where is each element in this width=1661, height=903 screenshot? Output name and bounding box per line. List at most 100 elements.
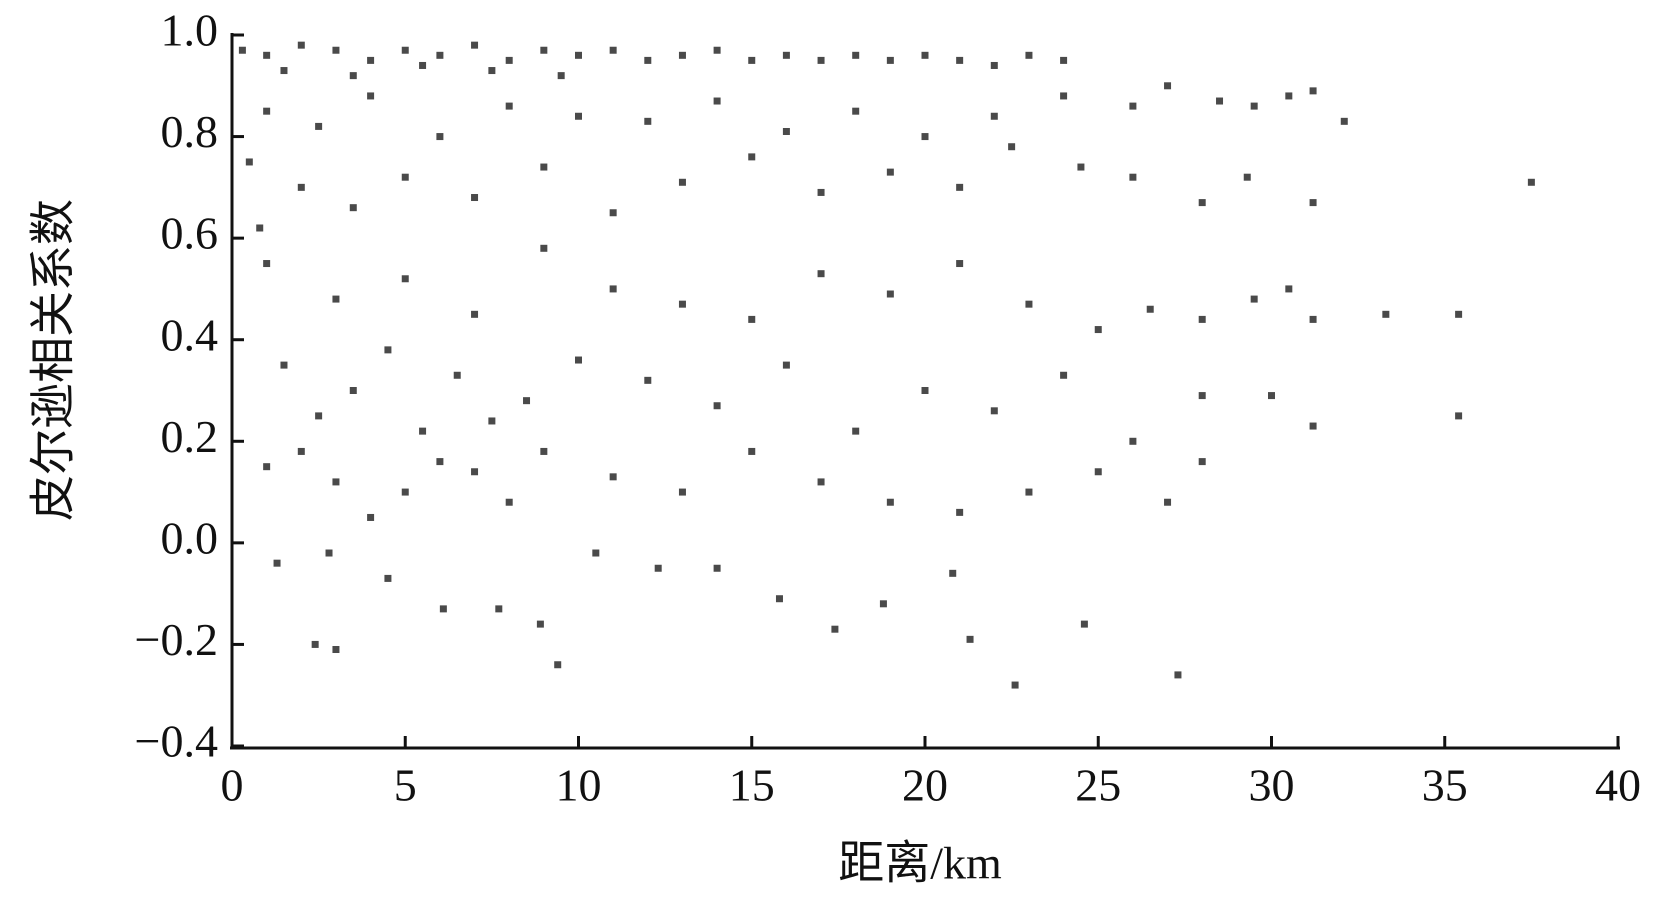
point: [1025, 51, 1033, 59]
point: [280, 67, 288, 75]
point: [256, 224, 264, 232]
point: [311, 640, 319, 648]
point: [609, 473, 617, 481]
point: [956, 183, 964, 191]
point: [367, 513, 375, 521]
point: [713, 564, 721, 572]
point: [401, 46, 409, 54]
point: [540, 447, 548, 455]
point: [263, 51, 271, 59]
point: [713, 46, 721, 54]
point: [436, 458, 444, 466]
point: [575, 112, 582, 120]
y-tick-label: 0.0: [161, 512, 219, 563]
point: [349, 387, 357, 394]
point: [831, 625, 839, 633]
point: [1198, 199, 1206, 207]
point: [505, 56, 513, 64]
point: [713, 97, 721, 105]
y-tick-label: 0.6: [161, 208, 219, 259]
point: [609, 209, 617, 217]
point: [536, 620, 544, 628]
point: [748, 447, 756, 455]
point: [1129, 437, 1137, 445]
point: [1060, 56, 1068, 64]
point: [678, 488, 686, 496]
point: [678, 51, 686, 59]
point: [401, 275, 409, 283]
point: [678, 300, 686, 308]
point: [678, 178, 686, 186]
point: [557, 72, 565, 80]
point: [297, 447, 305, 455]
point: [325, 549, 333, 557]
point: [554, 661, 562, 669]
point: [332, 478, 340, 486]
point: [817, 270, 825, 278]
point: [471, 41, 479, 49]
point: [956, 56, 964, 64]
point: [644, 56, 652, 64]
y-axis-label: 皮尔逊相关系数: [28, 199, 79, 521]
point: [384, 574, 392, 582]
point: [817, 56, 825, 64]
point: [956, 508, 964, 516]
y-tick-label: 0.4: [161, 309, 219, 360]
point: [575, 356, 582, 364]
point: [817, 478, 825, 486]
point: [273, 559, 281, 567]
x-tick-label: 15: [729, 760, 775, 811]
point: [349, 72, 357, 80]
point: [1080, 620, 1088, 628]
point: [1250, 295, 1258, 303]
point: [609, 285, 617, 293]
point: [966, 635, 974, 643]
point: [332, 646, 340, 654]
point: [748, 315, 756, 323]
point: [495, 605, 503, 613]
point: [439, 605, 447, 613]
point: [1309, 199, 1317, 207]
point: [1077, 163, 1085, 171]
point: [1198, 315, 1206, 323]
point: [1025, 300, 1033, 308]
point: [1174, 671, 1182, 679]
point: [886, 290, 894, 298]
point: [315, 122, 323, 130]
point: [1382, 310, 1390, 318]
point: [1216, 97, 1224, 105]
point: [921, 387, 929, 394]
point: [245, 158, 253, 166]
point: [505, 498, 513, 506]
point: [263, 260, 271, 268]
point: [782, 361, 790, 369]
point: [575, 51, 582, 59]
point: [419, 427, 427, 435]
point: [1268, 392, 1275, 400]
x-axis-label: 距离/km: [838, 838, 1002, 889]
point: [1243, 173, 1251, 181]
point: [782, 51, 790, 59]
x-tick-label: 25: [1075, 760, 1121, 811]
point: [297, 41, 305, 49]
x-tick-label: 10: [556, 760, 602, 811]
point: [1285, 92, 1293, 100]
point: [1008, 143, 1016, 151]
point: [1060, 92, 1068, 100]
point: [1198, 392, 1206, 400]
point: [886, 56, 894, 64]
point: [1198, 458, 1206, 466]
point: [263, 107, 271, 115]
point: [990, 61, 998, 69]
point: [1527, 178, 1535, 186]
point: [280, 361, 288, 369]
point: [1129, 173, 1137, 181]
point: [263, 463, 271, 471]
point: [852, 107, 860, 115]
point: [1309, 87, 1317, 95]
point: [644, 117, 652, 125]
point: [644, 376, 652, 384]
point: [471, 194, 479, 202]
point: [505, 102, 513, 110]
